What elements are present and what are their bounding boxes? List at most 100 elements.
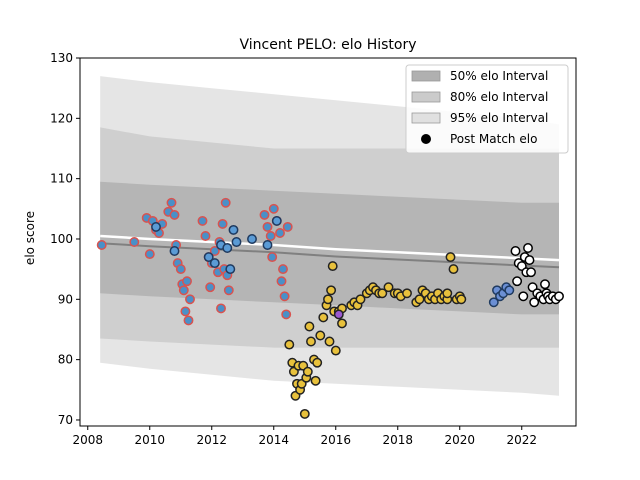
- data-point: [268, 203, 279, 214]
- data-point: [182, 276, 192, 287]
- data-point: [510, 246, 521, 256]
- data-point: [529, 297, 540, 308]
- data-point: [205, 282, 216, 293]
- data-point: [504, 285, 515, 296]
- data-point: [203, 252, 214, 263]
- data-point: [402, 288, 412, 299]
- data-point: [383, 282, 394, 293]
- data-point: [279, 291, 290, 302]
- data-point: [333, 309, 344, 320]
- data-point: [448, 264, 459, 275]
- data-point: [183, 315, 194, 326]
- data-point: [178, 285, 189, 296]
- legend-box: [405, 64, 569, 154]
- legend-swatch: [411, 70, 441, 82]
- data-point: [262, 240, 273, 250]
- data-point: [166, 197, 177, 208]
- legend: 50% elo Interval 80% elo Interval 95% elo …: [405, 64, 569, 154]
- data-point: [180, 306, 191, 317]
- y-tick-label: 110: [50, 172, 73, 186]
- data-point: [414, 294, 425, 305]
- data-point: [324, 336, 335, 347]
- legend-label: 95% elo Interval: [450, 111, 548, 125]
- data-point: [259, 209, 270, 220]
- data-point: [377, 288, 388, 299]
- data-point: [209, 258, 220, 269]
- data-point: [247, 234, 257, 244]
- data-point: [312, 357, 323, 368]
- legend-swatch: [411, 91, 441, 103]
- data-point: [524, 255, 535, 266]
- center-line-dark: [100, 242, 560, 269]
- data-point: [223, 285, 234, 296]
- data-point: [488, 297, 499, 308]
- legend-label: Post Match elo: [450, 132, 537, 146]
- data-point: [217, 218, 228, 229]
- legend-label: 80% elo Interval: [450, 90, 548, 104]
- data-point: [275, 228, 285, 238]
- data-point: [96, 240, 107, 250]
- data-point: [220, 197, 231, 208]
- data-point: [185, 294, 195, 305]
- data-point: [169, 209, 180, 220]
- interval-center-lines: [100, 234, 560, 269]
- y-axis-label: elo score: [23, 211, 37, 265]
- data-point: [197, 215, 208, 226]
- y-tick-label: 90: [58, 292, 73, 306]
- y-tick-label: 100: [50, 232, 73, 246]
- data-point: [299, 408, 310, 419]
- x-tick-label: 2022: [506, 433, 537, 447]
- data-point: [445, 252, 456, 263]
- data-point: [144, 249, 155, 260]
- legend-marker: [421, 134, 431, 144]
- data-point: [129, 237, 140, 247]
- data-point: [523, 243, 533, 253]
- data-point: [540, 279, 550, 290]
- data-point: [518, 291, 529, 302]
- legend-swatch: [411, 112, 441, 124]
- x-tick-label: 2016: [320, 433, 351, 447]
- x-tick-label: 2018: [382, 433, 413, 447]
- data-point: [554, 291, 564, 302]
- data-point: [209, 246, 220, 256]
- data-point: [306, 336, 316, 347]
- x-tick-label: 2012: [196, 433, 227, 447]
- data-point: [330, 345, 341, 356]
- data-point: [278, 264, 288, 275]
- chart-title: Vincent PELO: elo History: [239, 37, 416, 53]
- data-point: [512, 276, 523, 287]
- data-point: [228, 224, 239, 235]
- data-point: [169, 246, 180, 256]
- data-point: [302, 366, 313, 377]
- y-tick-label: 70: [58, 413, 73, 427]
- data-point: [327, 261, 338, 272]
- data-point: [304, 321, 315, 332]
- data-point: [262, 221, 273, 232]
- data-point: [526, 267, 536, 278]
- y-tick-label: 130: [50, 51, 73, 65]
- legend-label: 50% elo Interval: [450, 69, 548, 83]
- data-point: [200, 231, 211, 241]
- data-point: [225, 264, 236, 275]
- x-tick-label: 2014: [258, 433, 289, 447]
- data-point: [222, 243, 233, 253]
- data-point: [315, 330, 326, 341]
- data-point: [151, 221, 161, 232]
- plot-frame: [79, 57, 577, 427]
- y-tick-label: 120: [50, 111, 73, 125]
- data-point: [326, 285, 337, 296]
- data-point: [355, 294, 366, 305]
- data-point: [442, 288, 453, 299]
- y-tick-label: 80: [58, 353, 73, 367]
- data-point: [323, 294, 333, 305]
- data-point: [318, 312, 329, 323]
- x-tick-label: 2008: [72, 433, 103, 447]
- data-point: [276, 276, 287, 287]
- data-point: [265, 231, 276, 241]
- data-point: [284, 339, 295, 350]
- data-point: [337, 318, 347, 329]
- data-point: [456, 294, 467, 305]
- data-point: [282, 221, 293, 232]
- data-point: [267, 252, 278, 263]
